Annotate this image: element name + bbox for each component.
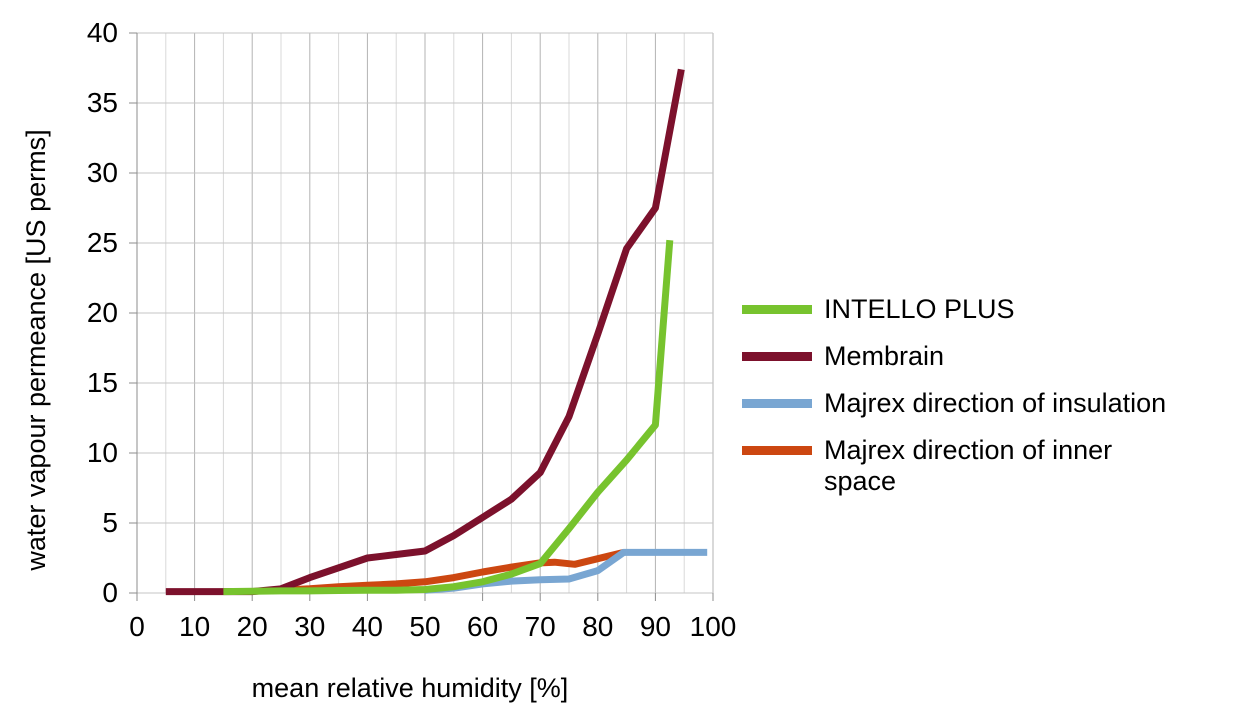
x-tick-label-80: 80: [582, 611, 614, 642]
series-line-intello-plus: [223, 239, 674, 596]
legend-swatch-majrex-insulation: [742, 399, 812, 408]
y-tick-label-35: 35: [86, 87, 118, 118]
x-tick-label-100: 100: [689, 611, 737, 642]
x-tick-label-30: 30: [294, 611, 326, 642]
legend-swatch-membrain: [742, 352, 812, 361]
legend-label-majrex-inner-space: Majrex direction of inner space: [824, 435, 1113, 496]
x-tick-label-50: 50: [409, 611, 441, 642]
legend: INTELLO PLUS Membrain Majrex direction o…: [742, 294, 1212, 513]
y-tick-label-20: 20: [86, 297, 118, 328]
series-line-membrain: [165, 68, 685, 596]
legend-swatch-intello-plus: [742, 305, 812, 314]
x-tick-label-0: 0: [129, 611, 145, 642]
y-tick-label-25: 25: [86, 227, 118, 258]
x-tick-label-10: 10: [179, 611, 211, 642]
x-tick-label-40: 40: [351, 611, 383, 642]
x-tick-label-90: 90: [639, 611, 671, 642]
x-tick-label-20: 20: [236, 611, 268, 642]
legend-label-majrex-insulation: Majrex direction of insulation: [824, 388, 1167, 418]
legend-label-intello-plus: INTELLO PLUS: [824, 294, 1015, 324]
y-tick-label-5: 5: [102, 507, 118, 538]
legend-label-membrain: Membrain: [824, 341, 945, 371]
y-axis-title: water vapour permeance [US perms]: [21, 129, 51, 571]
y-tick-label-15: 15: [86, 367, 118, 398]
x-tick-label-70: 70: [524, 611, 556, 642]
y-tick-label-10: 10: [86, 437, 118, 468]
legend-item-membrain: Membrain: [742, 341, 1212, 372]
legend-swatch-majrex-inner-space: [742, 446, 812, 455]
legend-item-intello-plus: INTELLO PLUS: [742, 294, 1212, 325]
y-tick-label-30: 30: [86, 157, 118, 188]
legend-item-majrex-insulation: Majrex direction of insulation: [742, 388, 1212, 419]
x-axis-title: mean relative humidity [%]: [251, 673, 569, 703]
y-tick-label-40: 40: [86, 17, 118, 48]
legend-item-majrex-inner-space: Majrex direction of inner space: [742, 435, 1212, 497]
x-tick-label-60: 60: [467, 611, 499, 642]
y-tick-label-0: 0: [102, 577, 118, 608]
series-line-majrex-direction-of-inner-space: [280, 548, 625, 594]
